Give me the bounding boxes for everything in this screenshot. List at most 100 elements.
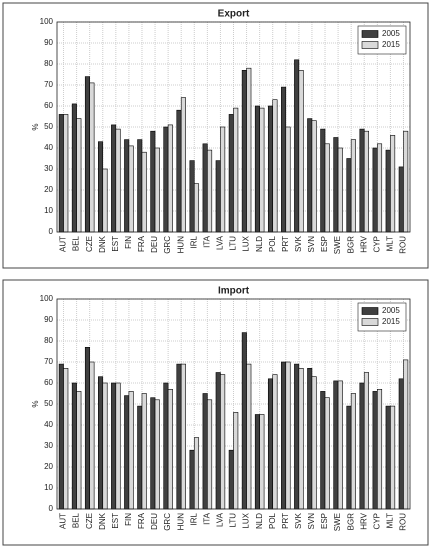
bar [390,405,396,510]
bar [220,374,226,510]
bar [102,168,108,233]
bar [141,393,147,510]
x-tick-label: DNK [98,512,107,530]
y-tick-label: 50 [44,399,53,408]
bar [193,437,200,510]
x-tick-label: IRL [189,235,198,248]
bar [141,151,147,233]
y-tick-label: 90 [44,315,53,324]
bar [202,143,208,233]
bar [228,114,234,233]
x-tick-label: GRC [163,236,172,254]
bar [285,126,291,233]
bar [71,382,77,510]
y-tick-label: 70 [44,80,53,89]
bar [272,99,278,233]
bar [167,388,173,510]
x-tick-label: BGR [346,513,355,531]
y-tick-label: 20 [44,185,53,194]
x-tick-label: CZE [85,513,94,529]
bar [167,124,173,233]
chart-title: Export [218,9,250,20]
bar [163,126,169,233]
bar [241,332,247,510]
y-tick-label: 100 [40,17,54,26]
x-tick-label: ESP [320,513,329,529]
bar [111,124,117,233]
x-tick-label: PRT [281,513,290,529]
x-tick-label: GRC [163,513,172,531]
bar [150,397,156,510]
legend-label: 2005 [382,306,400,315]
x-tick-label: MLT [385,236,394,252]
y-tick-label: 0 [49,504,54,513]
legend-label: 2015 [382,317,400,326]
x-tick-label: AUT [59,513,68,529]
bar [337,380,343,510]
bar [124,395,130,510]
legend-swatch [361,307,379,315]
bar [307,367,313,510]
legend-label: 2005 [382,29,400,38]
bar [359,382,365,510]
bar [281,86,287,233]
bar [98,376,104,510]
x-tick-label: FRA [137,235,146,252]
bar [137,139,143,233]
x-tick-label: FRA [137,512,146,529]
bar [207,149,213,233]
y-tick-label: 0 [49,227,54,236]
x-tick-label: CYP [372,513,381,529]
x-tick-label: ROU [399,513,408,531]
bar [311,376,317,510]
bar [58,363,64,510]
bar [89,82,95,233]
x-tick-label: POL [268,235,277,252]
bar [89,361,95,510]
x-tick-label: NLD [255,513,264,529]
bar [403,359,409,510]
bar [84,76,90,233]
y-tick-label: 20 [44,462,53,471]
legend-swatch [361,318,379,326]
x-tick-label: SVK [294,512,303,529]
x-tick-label: DNK [98,235,107,253]
x-tick-label: LTU [229,236,238,251]
bar [98,141,104,233]
panel-border [2,2,429,269]
x-tick-label: ESP [320,236,329,252]
y-axis-label: % [31,400,40,407]
bar [333,380,339,510]
bar [320,391,326,510]
bar [71,103,77,233]
bar [311,120,317,233]
bar [128,145,134,233]
x-tick-label: LVA [216,235,225,250]
bar [180,97,186,233]
x-tick-label: EST [111,236,120,252]
bar [259,107,265,233]
x-tick-label: HRV [359,235,368,252]
bar [259,414,265,510]
bar [346,158,352,233]
bar [115,382,121,510]
x-tick-label: LUX [242,512,251,528]
x-tick-label: ITA [202,512,211,525]
x-tick-label: HUN [176,236,185,254]
bar [298,70,304,233]
bar [350,393,356,510]
bar [294,59,300,233]
plot-frame [56,298,411,510]
bar [285,361,291,510]
bar [241,70,247,233]
chart-title: Import [218,286,250,297]
bar [324,397,330,510]
bar [102,382,108,510]
x-tick-label: FIN [124,513,133,526]
y-tick-label: 100 [40,294,54,303]
x-tick-label: EST [111,513,120,529]
bar [63,367,69,510]
x-tick-label: SWE [333,513,342,531]
bar [254,414,260,510]
